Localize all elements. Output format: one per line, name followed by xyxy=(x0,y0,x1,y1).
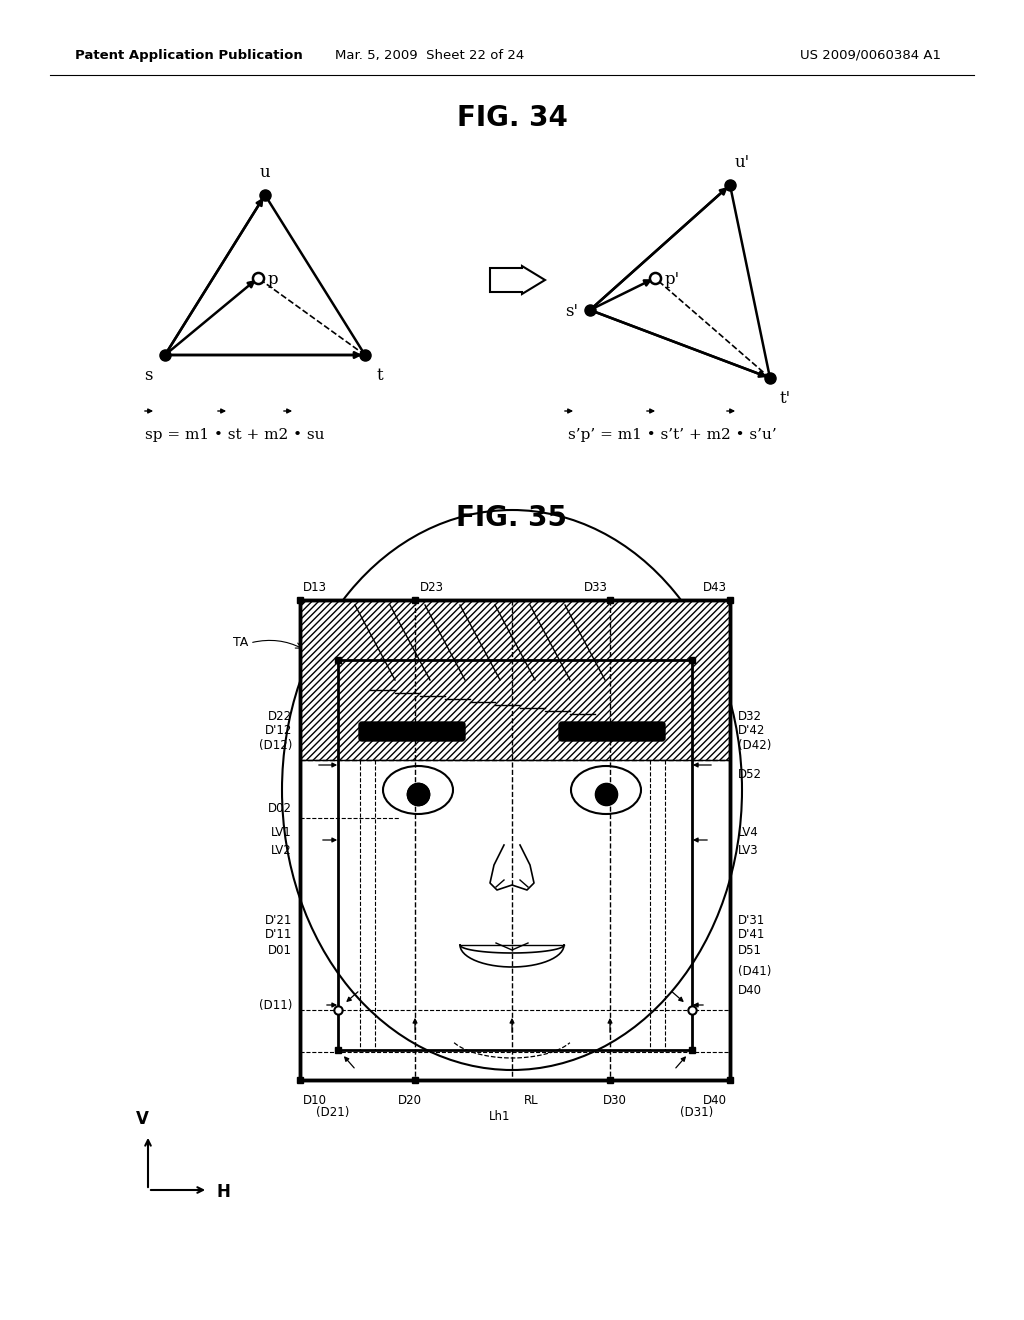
Text: LV4: LV4 xyxy=(738,826,759,840)
Text: TA: TA xyxy=(232,636,248,649)
Text: u': u' xyxy=(735,154,751,172)
Text: D02: D02 xyxy=(268,801,292,814)
Text: (D41): (D41) xyxy=(738,965,771,978)
Text: (D11): (D11) xyxy=(259,998,292,1011)
Text: Patent Application Publication: Patent Application Publication xyxy=(75,49,303,62)
Text: LV2: LV2 xyxy=(271,843,292,857)
Text: D22: D22 xyxy=(268,710,292,722)
Text: D'11: D'11 xyxy=(264,928,292,941)
Text: D10: D10 xyxy=(303,1094,327,1107)
Text: s: s xyxy=(144,367,153,384)
Text: D33: D33 xyxy=(584,581,608,594)
Text: p': p' xyxy=(665,272,680,289)
Text: t: t xyxy=(377,367,384,384)
Text: D'41: D'41 xyxy=(738,928,765,941)
Bar xyxy=(300,601,730,1080)
Bar xyxy=(338,660,692,1049)
Text: D51: D51 xyxy=(738,944,762,957)
Text: Mar. 5, 2009  Sheet 22 of 24: Mar. 5, 2009 Sheet 22 of 24 xyxy=(336,49,524,62)
Text: s’p’ = m1 • s’t’ + m2 • s’u’: s’p’ = m1 • s’t’ + m2 • s’u’ xyxy=(567,428,776,442)
Text: D40: D40 xyxy=(738,983,762,997)
Text: D'31: D'31 xyxy=(738,913,765,927)
Text: Lh1: Lh1 xyxy=(489,1110,511,1123)
Text: sp = m1 • st + m2 • su: sp = m1 • st + m2 • su xyxy=(145,428,325,442)
Bar xyxy=(300,601,730,760)
Text: D13: D13 xyxy=(303,581,327,594)
Text: D40: D40 xyxy=(703,1094,727,1107)
Text: D'12: D'12 xyxy=(264,723,292,737)
Text: H: H xyxy=(216,1183,229,1201)
Text: D32: D32 xyxy=(738,710,762,722)
Text: US 2009/0060384 A1: US 2009/0060384 A1 xyxy=(800,49,940,62)
Bar xyxy=(300,601,730,1080)
FancyBboxPatch shape xyxy=(559,722,665,741)
FancyBboxPatch shape xyxy=(359,722,465,741)
Text: D43: D43 xyxy=(703,581,727,594)
Text: D23: D23 xyxy=(420,581,444,594)
Text: D'42: D'42 xyxy=(738,723,765,737)
Text: D'21: D'21 xyxy=(264,913,292,927)
Text: LV1: LV1 xyxy=(271,826,292,840)
Text: D01: D01 xyxy=(268,944,292,957)
Text: Lh2: Lh2 xyxy=(527,742,549,755)
Text: LV3: LV3 xyxy=(738,843,759,857)
Text: FIG. 35: FIG. 35 xyxy=(457,504,567,532)
Text: (D12): (D12) xyxy=(259,738,292,751)
Text: D52: D52 xyxy=(738,768,762,781)
Text: (D42): (D42) xyxy=(738,738,771,751)
Text: (D31): (D31) xyxy=(680,1106,714,1119)
Text: D30: D30 xyxy=(603,1094,627,1107)
Text: (D21): (D21) xyxy=(316,1106,349,1119)
Text: t': t' xyxy=(780,389,792,407)
Text: D20: D20 xyxy=(398,1094,422,1107)
Text: s': s' xyxy=(565,304,578,321)
Text: V: V xyxy=(135,1110,148,1129)
Text: FIG. 34: FIG. 34 xyxy=(457,104,567,132)
Text: p: p xyxy=(268,272,279,289)
Text: u: u xyxy=(260,164,270,181)
Text: RL: RL xyxy=(524,1094,539,1107)
